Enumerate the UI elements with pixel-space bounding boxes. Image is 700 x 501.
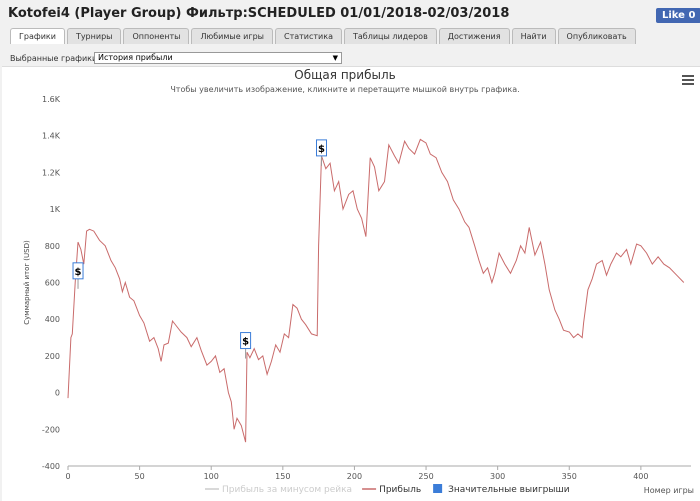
- flag-label: $: [75, 267, 82, 278]
- legend-swatch: [433, 484, 443, 493]
- legend-label: Прибыль: [379, 485, 421, 495]
- legend-item[interactable]: Прибыль за минусом рейка: [205, 485, 352, 495]
- tab[interactable]: Найти: [511, 28, 556, 44]
- flag-label: $: [318, 144, 325, 155]
- x-tick-label: 0: [65, 472, 70, 481]
- tab[interactable]: Графики: [10, 28, 65, 44]
- y-tick-label: 800: [45, 242, 60, 251]
- y-tick-label: 200: [45, 352, 60, 361]
- tab[interactable]: Достижения: [438, 28, 510, 44]
- flag-label: $: [242, 337, 249, 348]
- x-tick-label: 400: [633, 472, 648, 481]
- chart-title: Общая прибыль: [294, 68, 395, 82]
- like-button[interactable]: Like 0: [656, 8, 700, 23]
- chart-select[interactable]: История прибыли: [94, 52, 342, 64]
- menu-button[interactable]: [682, 75, 694, 85]
- chart-panel: Общая прибыль Чтобы увеличить изображени…: [2, 66, 700, 501]
- x-tick-label: 150: [275, 472, 290, 481]
- selector-label: Выбранные графики:: [10, 54, 100, 63]
- tab[interactable]: Опубликовать: [557, 28, 636, 44]
- tab[interactable]: Статистика: [274, 28, 342, 44]
- legend-label: Значительные выигрыши: [448, 485, 570, 495]
- y-tick-label: 1.4K: [42, 132, 61, 141]
- chart-subtitle: Чтобы увеличить изображение, кликните и …: [170, 85, 519, 94]
- tab[interactable]: Оппоненты: [123, 28, 190, 44]
- y-tick-label: 1K: [50, 205, 61, 214]
- x-tick-label: 250: [418, 472, 433, 481]
- select-value: История прибыли: [98, 53, 173, 62]
- x-axis-label: Номер игры: [644, 486, 694, 495]
- y-tick-label: 1.2K: [42, 168, 61, 177]
- tab[interactable]: Турниры: [66, 28, 122, 44]
- y-tick-label: 400: [45, 315, 60, 324]
- legend-label: Прибыль за минусом рейка: [222, 485, 352, 495]
- chart: Общая прибыль Чтобы увеличить изображени…: [23, 68, 694, 495]
- x-tick-label: 200: [347, 472, 362, 481]
- tab[interactable]: Таблицы лидеров: [343, 28, 437, 44]
- y-tick-label: -200: [42, 425, 60, 434]
- y-tick-label: 600: [45, 279, 60, 288]
- page-title: Kotofei4 (Player Group) Фильтр:SCHEDULED…: [8, 6, 510, 21]
- x-tick-label: 50: [135, 472, 145, 481]
- y-tick-label: -400: [42, 462, 60, 471]
- tab[interactable]: Любимые игры: [191, 28, 273, 44]
- x-tick-label: 300: [490, 472, 505, 481]
- y-tick-label: 0: [55, 389, 60, 398]
- flag: [315, 139, 327, 157]
- y-axis-label: Суммарный итог (USD): [23, 240, 31, 325]
- x-tick-label: 350: [562, 472, 577, 481]
- legend-item[interactable]: Прибыль: [362, 485, 421, 495]
- legend-item[interactable]: Значительные выигрыши: [433, 484, 570, 495]
- x-tick-label: 100: [204, 472, 219, 481]
- y-tick-label: 1.6K: [42, 95, 61, 104]
- flag: [240, 332, 252, 350]
- profit-line: [67, 138, 685, 443]
- tab-bar: Графики Турниры Оппоненты Любимые игры Стати…: [10, 28, 636, 44]
- flag: [72, 262, 84, 280]
